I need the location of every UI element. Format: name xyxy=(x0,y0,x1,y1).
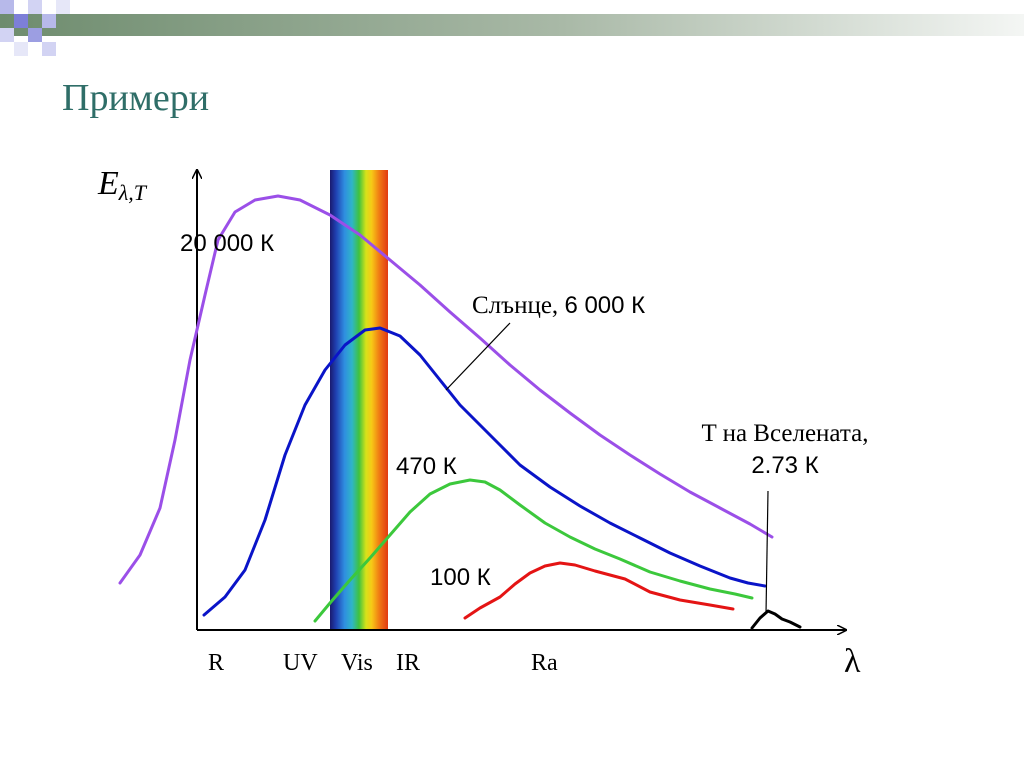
label-20000k: 20 000 К xyxy=(180,230,274,257)
curve-20000k xyxy=(118,194,774,585)
x-region-label-r: R xyxy=(208,650,224,676)
curve-2-73k xyxy=(750,609,802,630)
curve-100k xyxy=(463,561,735,620)
label-universe-line1: T на Вселената, xyxy=(702,420,869,447)
slide-title: Примери xyxy=(62,77,210,119)
sun-leader-line xyxy=(445,322,511,391)
label-470k: 470 К xyxy=(396,453,457,480)
curve-470k xyxy=(313,478,754,623)
series-layer xyxy=(118,194,802,630)
header-decoration xyxy=(0,0,1024,56)
label-100k: 100 К xyxy=(430,564,491,591)
x-axis-label: λ xyxy=(844,643,861,680)
y-axis-label: Eλ,T xyxy=(97,165,148,205)
label-sun-name: Слънце, xyxy=(472,292,564,319)
corner-squares xyxy=(0,0,70,56)
curve-6000k xyxy=(202,326,767,617)
x-region-label-ra: Ra xyxy=(531,650,558,676)
y-axis-label-main: E xyxy=(97,165,119,202)
y-axis-label-subscript: λ,T xyxy=(118,180,148,205)
x-region-label-uv: UV xyxy=(283,650,318,676)
x-region-label-vis: Vis xyxy=(341,650,373,676)
x-region-label-ir: IR xyxy=(396,650,420,676)
visible-spectrum-band xyxy=(330,170,388,630)
label-sun-temp: 6 000 К xyxy=(564,292,645,319)
universe-leader-line xyxy=(765,490,769,615)
header-bar xyxy=(0,14,1024,36)
label-sun: Слънце, 6 000 К xyxy=(472,292,645,319)
label-universe-line2: 2.73 К xyxy=(751,452,818,479)
